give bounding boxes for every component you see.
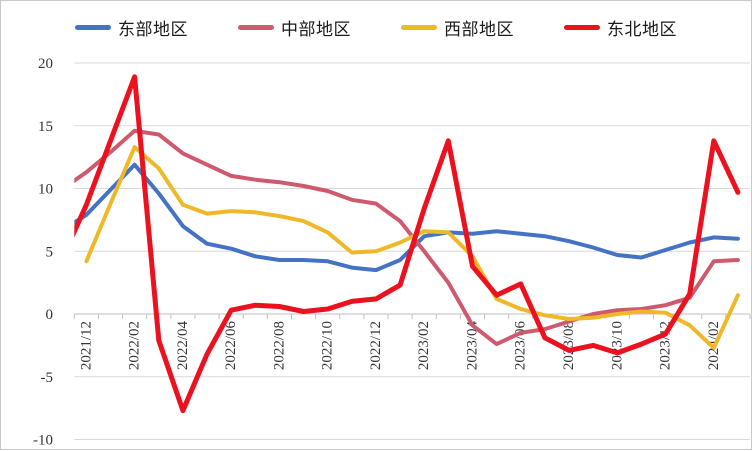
legend-label-east: 东部地区 — [118, 20, 188, 39]
x-axis-label-2022-12: 2022/12 — [368, 321, 384, 370]
y-axis-tick-label-15: 15 — [38, 119, 53, 135]
x-axis-label-2021-12: 2021/12 — [78, 321, 94, 370]
y-axis-tick-label-5: 5 — [46, 244, 54, 260]
y-axis-tick-label--10: -10 — [33, 433, 53, 449]
series-line-central — [74, 128, 740, 347]
series-line-northeast — [74, 74, 741, 414]
x-axis-label-2023-10: 2023/10 — [609, 321, 625, 370]
y-axis-tick-label--5: -5 — [41, 370, 54, 386]
y-axis-tick-label-10: 10 — [38, 182, 53, 198]
legend-item-west: 西部地区 — [401, 15, 514, 40]
x-axis-label-2023-04: 2023/04 — [464, 321, 480, 371]
x-axis-label-2023-08: 2023/08 — [561, 321, 577, 370]
x-axis-label-2022-06: 2022/06 — [223, 321, 239, 371]
legend-swatch-west — [401, 25, 437, 30]
series-line-east — [74, 162, 740, 273]
x-axis-label-2022-08: 2022/08 — [271, 321, 287, 370]
legend-label-west: 西部地区 — [444, 20, 514, 39]
x-axis-label-2023-06: 2023/06 — [513, 321, 529, 371]
legend-label-northeast: 东北地区 — [607, 20, 677, 39]
legend-label-central: 中部地区 — [281, 20, 351, 39]
legend-item-central: 中部地区 — [238, 15, 351, 40]
y-axis-tick-label-20: 20 — [38, 56, 53, 72]
legend-swatch-central — [238, 25, 274, 30]
legend-item-northeast: 东北地区 — [564, 15, 677, 40]
x-axis-label-2022-04: 2022/04 — [175, 321, 191, 371]
y-axis-tick-label-0: 0 — [46, 307, 54, 323]
legend-swatch-northeast — [564, 25, 600, 30]
x-axis-label-2022-10: 2022/10 — [320, 321, 336, 370]
legend-swatch-east — [75, 25, 111, 30]
x-axis-label-2023-02: 2023/02 — [416, 321, 432, 370]
chart-legend: 东部地区 中部地区 西部地区 东北地区 — [1, 15, 751, 40]
legend-item-east: 东部地区 — [75, 15, 188, 40]
x-axis-label-2022-02: 2022/02 — [127, 321, 143, 370]
series-line-west — [84, 145, 740, 350]
